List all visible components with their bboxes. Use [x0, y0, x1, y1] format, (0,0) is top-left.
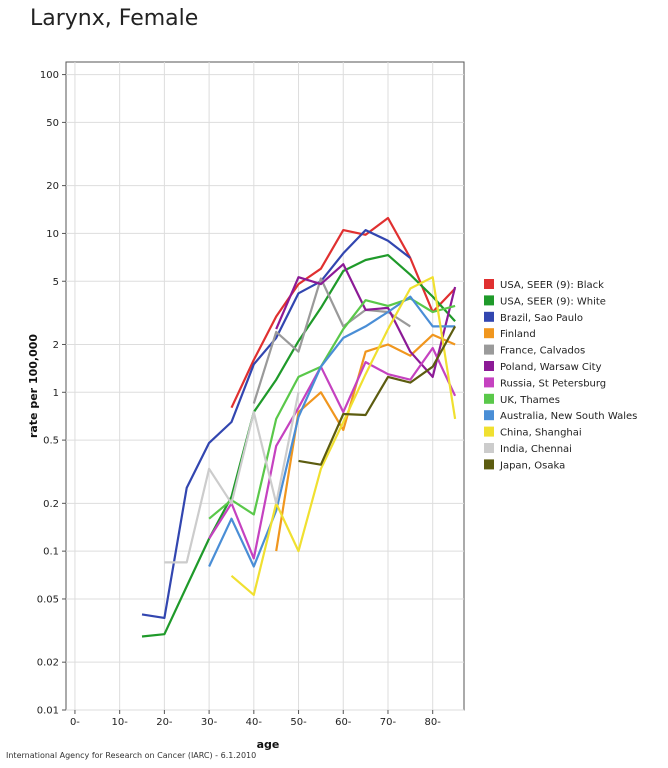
series-line-3	[141, 229, 411, 620]
y-tick-label: 50	[46, 118, 59, 129]
legend-swatch	[484, 443, 494, 453]
legend-swatch	[484, 393, 494, 404]
legend-label: Russia, St Petersburg	[500, 378, 606, 389]
y-tick-label: 0.02	[37, 658, 59, 669]
legend-swatch	[484, 344, 494, 355]
source-credit: International Agency for Research on Can…	[6, 751, 257, 760]
legend-label: Australia, New South Wales	[500, 411, 637, 422]
legend-label: China, Shanghai	[500, 428, 582, 439]
legend-label: Finland	[500, 329, 536, 340]
x-tick-label: 70-	[380, 717, 397, 728]
series-line-2	[141, 254, 456, 638]
series-line-9	[208, 295, 456, 568]
series-line-12	[298, 325, 457, 466]
series-line-1	[230, 216, 456, 409]
x-tick-label: 80-	[425, 717, 442, 728]
x-axis-ticks: 0- 10- 20- 30- 40- 50- 60- 70- 80-	[70, 710, 441, 728]
x-tick-label: 20-	[156, 717, 173, 728]
series-line-11	[164, 392, 300, 564]
series-line-10	[230, 276, 457, 597]
y-tick-label: 10	[46, 229, 59, 240]
legend-swatch	[484, 361, 494, 371]
plot-area	[65, 61, 465, 711]
legend-label: USA, SEER (9): White	[500, 296, 606, 307]
x-tick-label: 60-	[335, 717, 352, 728]
y-tick-label: 5	[53, 277, 59, 288]
y-axis-ticks: 0.01 0.02 0.05 0.1 0.2 0.5 1 2 5 10 20 50 100	[37, 70, 66, 717]
y-tick-label: 2	[53, 340, 59, 351]
legend-swatch	[484, 328, 494, 339]
y-tick-label: 20	[46, 181, 59, 192]
series-line-5	[252, 277, 411, 404]
legend-swatch	[484, 279, 494, 289]
legend-swatch	[484, 410, 494, 421]
legend: USA, SEER (9): Black USA, SEER (9): White…	[484, 279, 637, 471]
x-tick-label: 40-	[246, 717, 263, 728]
x-tick-label: 30-	[201, 717, 218, 728]
x-tick-label: 50-	[290, 717, 307, 728]
legend-label: India, Chennai	[500, 444, 572, 455]
y-axis-label: rate per 100,000	[27, 334, 40, 438]
page-title: Larynx, Female	[30, 6, 199, 31]
series-line-4	[275, 333, 456, 552]
x-tick-label: 0-	[70, 717, 80, 728]
y-tick-label: 100	[40, 70, 59, 81]
y-tick-label: 0.05	[37, 594, 59, 605]
legend-swatch	[484, 311, 494, 322]
legend-label: France, Calvados	[500, 346, 585, 357]
y-tick-label: 0.5	[43, 436, 59, 447]
series-line-7	[208, 346, 457, 560]
y-tick-label: 0.1	[43, 547, 59, 558]
x-tick-label: 10-	[111, 717, 128, 728]
legend-swatch	[484, 295, 494, 306]
legend-swatch	[484, 377, 494, 388]
legend-swatch	[484, 426, 494, 437]
series-line-6	[275, 263, 457, 378]
y-tick-label: 0.01	[37, 706, 59, 717]
legend-label: Japan, Osaka	[499, 460, 565, 471]
legend-label: Brazil, Sao Paulo	[500, 313, 583, 324]
legend-label: USA, SEER (9): Black	[500, 280, 604, 291]
y-tick-label: 1	[53, 388, 59, 399]
legend-label: Poland, Warsaw City	[500, 362, 602, 373]
legend-label: UK, Thames	[500, 395, 560, 406]
y-tick-label: 0.2	[43, 499, 59, 510]
series-layer	[141, 216, 457, 638]
x-axis-label: age	[257, 738, 280, 751]
legend-swatch	[484, 459, 494, 470]
grid-lines	[66, 62, 464, 711]
